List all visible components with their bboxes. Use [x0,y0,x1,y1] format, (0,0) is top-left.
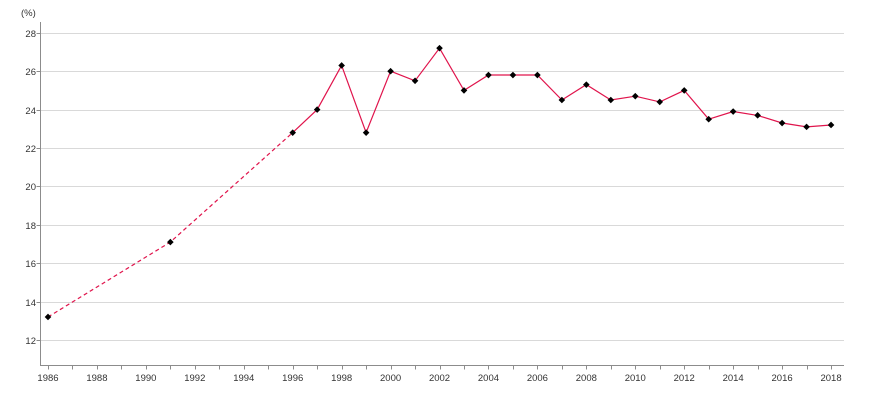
data-point-marker [534,71,541,79]
data-point-marker [485,71,492,79]
x-tick-label: 1992 [184,373,205,384]
y-tick-label: 12 [25,336,36,347]
x-tick-label: 2002 [429,373,450,384]
x-tick-label: 2006 [527,373,548,384]
y-tick-label: 16 [25,259,36,270]
data-point-marker [289,129,296,136]
data-point-marker [167,238,174,246]
y-tick-label: 26 [25,67,36,78]
x-tick-label: 1990 [135,373,156,384]
series-line-dashed [47,132,294,318]
x-tick-label: 1986 [37,373,58,384]
y-tick-label: 14 [25,298,36,309]
data-point-marker [338,62,345,69]
data-point-marker [827,121,835,129]
x-tick-label: 2016 [772,373,793,384]
x-tick-label: 1998 [331,373,352,384]
data-point-marker [631,92,639,100]
data-point-marker [729,108,737,115]
data-point-marker [680,87,688,94]
x-tick-label: 2000 [380,373,401,384]
series-line-solid [292,47,832,135]
data-point-marker [754,112,761,119]
data-point-marker [460,87,468,94]
x-tick-label: 2014 [723,373,744,384]
data-point-marker [44,313,52,321]
data-point-marker [778,119,786,127]
data-point-marker [607,96,615,104]
data-point-marker [656,98,664,106]
data-point-marker [803,123,810,131]
x-tick-label: 2010 [625,373,646,384]
data-point-marker [558,96,566,104]
data-point-marker [387,67,394,75]
data-point-marker [509,71,517,79]
x-tick-label: 2012 [674,373,695,384]
x-tick-label: 1988 [86,373,107,384]
data-point-marker [362,129,370,136]
data-point-marker [705,115,712,123]
data-point-marker [583,81,590,88]
x-tick-label: 2008 [576,373,597,384]
x-tick-label: 2018 [820,373,841,384]
x-tick-label: 1994 [233,373,254,384]
y-tick-label: 18 [25,221,36,232]
y-tick-label: 28 [25,29,36,40]
x-tick-label: 2004 [478,373,499,384]
data-point-marker [436,44,443,52]
data-point-marker [313,106,321,113]
y-axis-unit-label: (%) [21,8,36,19]
data-point-marker [411,77,419,85]
y-tick-label: 24 [25,106,36,117]
x-tick-label: 1996 [282,373,303,384]
y-tick-label: 20 [25,182,36,193]
y-tick-label: 22 [25,144,36,155]
